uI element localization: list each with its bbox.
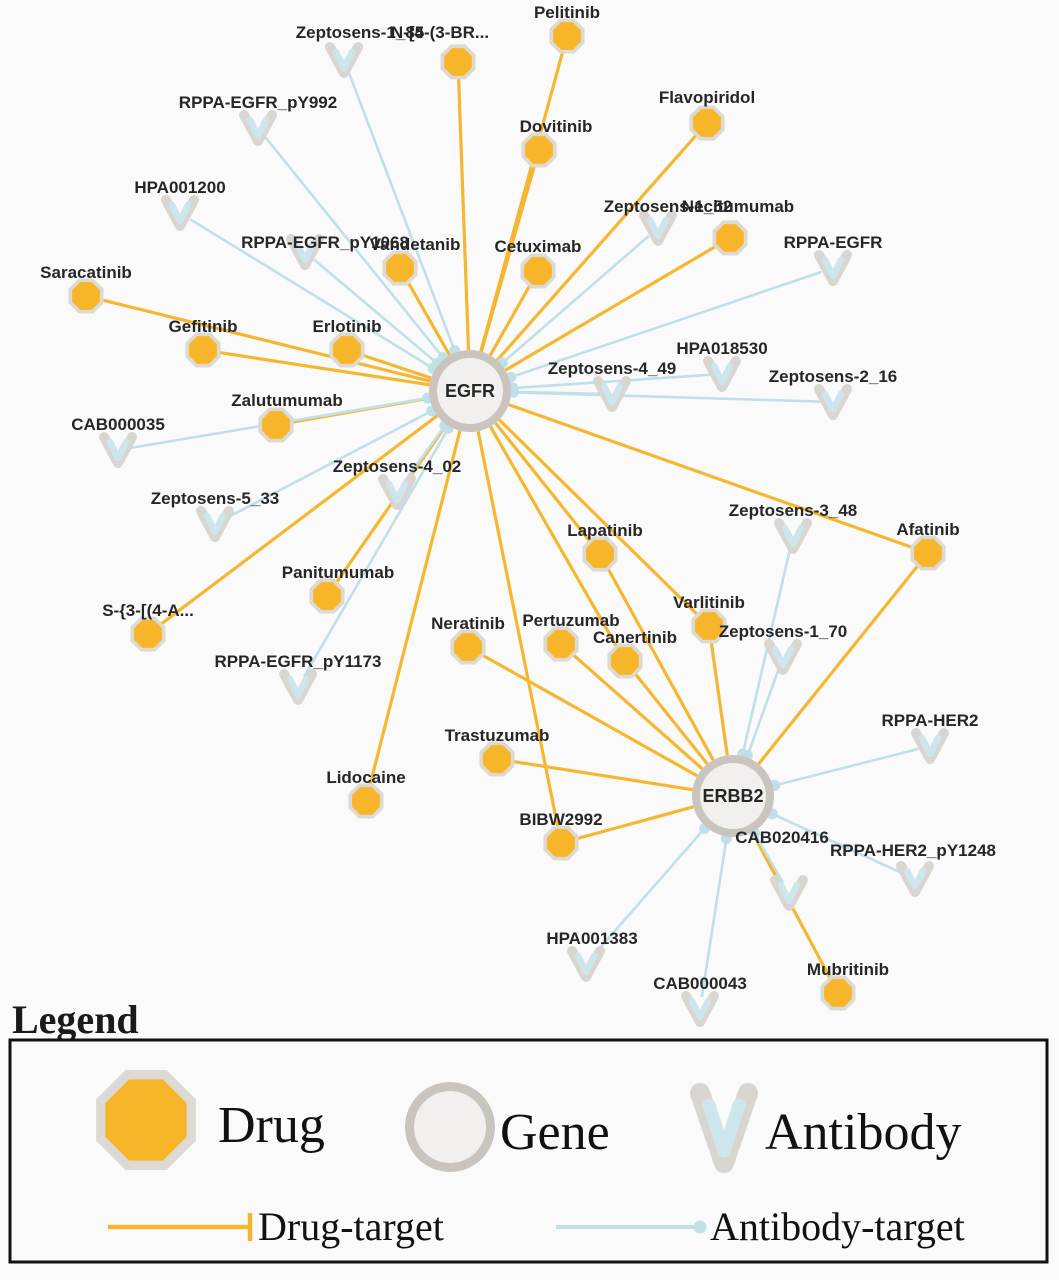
svg-text:Zeptosens-4_02: Zeptosens-4_02	[333, 457, 462, 476]
svg-text:RPPA-EGFR: RPPA-EGFR	[784, 233, 883, 252]
svg-text:Lidocaine: Lidocaine	[326, 768, 405, 787]
svg-text:Legend: Legend	[12, 997, 139, 1042]
svg-text:Zeptosens-1_70: Zeptosens-1_70	[719, 622, 848, 641]
svg-text:Panitumumab: Panitumumab	[282, 563, 394, 582]
svg-text:Antibody-target: Antibody-target	[710, 1204, 965, 1249]
svg-text:Trastuzumab: Trastuzumab	[445, 726, 550, 745]
svg-text:RPPA-EGFR_pY992: RPPA-EGFR_pY992	[179, 93, 337, 112]
svg-text:Drug-target: Drug-target	[258, 1204, 444, 1249]
svg-text:Zalutumumab: Zalutumumab	[231, 391, 342, 410]
svg-text:HPA018530: HPA018530	[676, 339, 767, 358]
svg-text:Flavopiridol: Flavopiridol	[659, 88, 755, 107]
svg-text:Zeptosens-1_52: Zeptosens-1_52	[604, 197, 733, 216]
svg-text:HPA001200: HPA001200	[134, 178, 225, 197]
svg-text:Zeptosens-1_85: Zeptosens-1_85	[296, 23, 425, 42]
svg-text:CAB000043: CAB000043	[653, 974, 747, 993]
svg-text:RPPA-HER2: RPPA-HER2	[882, 711, 979, 730]
svg-text:Mubritinib: Mubritinib	[807, 960, 889, 979]
svg-text:S-{3-[(4-A...: S-{3-[(4-A...	[102, 601, 194, 620]
svg-text:Afatinib: Afatinib	[896, 520, 959, 539]
svg-text:Saracatinib: Saracatinib	[40, 263, 132, 282]
svg-text:CAB020416: CAB020416	[735, 828, 829, 847]
svg-text:Cetuximab: Cetuximab	[495, 237, 582, 256]
svg-text:Gefitinib: Gefitinib	[169, 317, 238, 336]
svg-text:HPA001383: HPA001383	[546, 929, 637, 948]
svg-text:Gene: Gene	[500, 1104, 610, 1161]
svg-text:Zeptosens-2_16: Zeptosens-2_16	[769, 367, 898, 386]
svg-text:Pelitinib: Pelitinib	[534, 3, 600, 22]
svg-text:BIBW2992: BIBW2992	[519, 810, 602, 829]
svg-text:EGFR: EGFR	[445, 381, 495, 401]
svg-text:RPPA-HER2_pY1248: RPPA-HER2_pY1248	[830, 841, 996, 860]
svg-text:Dovitinib: Dovitinib	[520, 117, 593, 136]
svg-text:RPPA-EGFR_pY1068: RPPA-EGFR_pY1068	[241, 233, 409, 252]
svg-text:Lapatinib: Lapatinib	[567, 521, 643, 540]
svg-text:RPPA-EGFR_pY1173: RPPA-EGFR_pY1173	[215, 652, 382, 671]
svg-text:Neratinib: Neratinib	[431, 614, 505, 633]
svg-text:ERBB2: ERBB2	[702, 786, 763, 806]
svg-text:Varlitinib: Varlitinib	[673, 593, 745, 612]
svg-text:Zeptosens-5_33: Zeptosens-5_33	[151, 489, 280, 508]
svg-text:Erlotinib: Erlotinib	[313, 317, 382, 336]
svg-text:Canertinib: Canertinib	[593, 628, 677, 647]
svg-text:Antibody: Antibody	[765, 1104, 961, 1161]
svg-text:Zeptosens-4_49: Zeptosens-4_49	[548, 359, 677, 378]
svg-text:Zeptosens-3_48: Zeptosens-3_48	[729, 501, 858, 520]
svg-text:Drug: Drug	[218, 1097, 325, 1154]
svg-text:CAB000035: CAB000035	[71, 415, 165, 434]
